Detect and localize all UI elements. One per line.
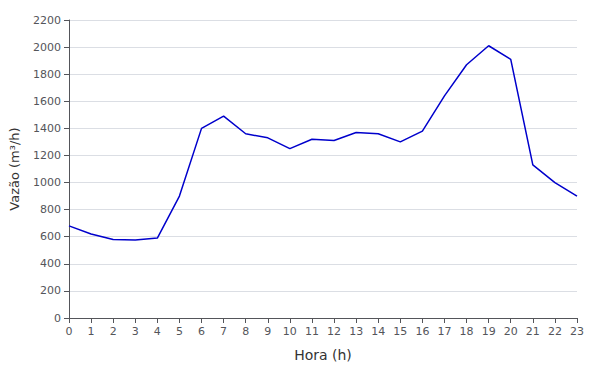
svg-text:23: 23	[570, 325, 584, 338]
svg-text:3: 3	[132, 325, 139, 338]
svg-text:8: 8	[242, 325, 249, 338]
svg-text:18: 18	[460, 325, 474, 338]
svg-text:7: 7	[220, 325, 227, 338]
svg-text:13: 13	[349, 325, 363, 338]
svg-text:4: 4	[154, 325, 161, 338]
svg-text:9: 9	[264, 325, 271, 338]
svg-text:0: 0	[66, 325, 73, 338]
svg-text:21: 21	[526, 325, 540, 338]
svg-text:6: 6	[198, 325, 205, 338]
svg-text:20: 20	[504, 325, 518, 338]
svg-text:1400: 1400	[33, 122, 61, 135]
svg-text:2: 2	[110, 325, 117, 338]
svg-text:10: 10	[283, 325, 297, 338]
svg-text:1600: 1600	[33, 95, 61, 108]
svg-text:17: 17	[437, 325, 451, 338]
svg-text:14: 14	[371, 325, 385, 338]
svg-text:1: 1	[88, 325, 95, 338]
svg-text:22: 22	[548, 325, 562, 338]
svg-text:1000: 1000	[33, 176, 61, 189]
svg-text:Hora (h): Hora (h)	[294, 347, 352, 363]
svg-text:Vazão (m³/h): Vazão (m³/h)	[7, 127, 22, 210]
svg-text:800: 800	[40, 203, 61, 216]
svg-text:19: 19	[482, 325, 496, 338]
svg-text:1200: 1200	[33, 149, 61, 162]
svg-text:5: 5	[176, 325, 183, 338]
svg-text:200: 200	[40, 284, 61, 297]
svg-text:16: 16	[415, 325, 429, 338]
svg-text:15: 15	[393, 325, 407, 338]
svg-text:400: 400	[40, 257, 61, 270]
svg-text:1800: 1800	[33, 68, 61, 81]
svg-text:12: 12	[327, 325, 341, 338]
svg-text:11: 11	[305, 325, 319, 338]
svg-text:0: 0	[54, 312, 61, 325]
svg-text:600: 600	[40, 230, 61, 243]
svg-text:2000: 2000	[33, 41, 61, 54]
svg-text:2200: 2200	[33, 14, 61, 27]
